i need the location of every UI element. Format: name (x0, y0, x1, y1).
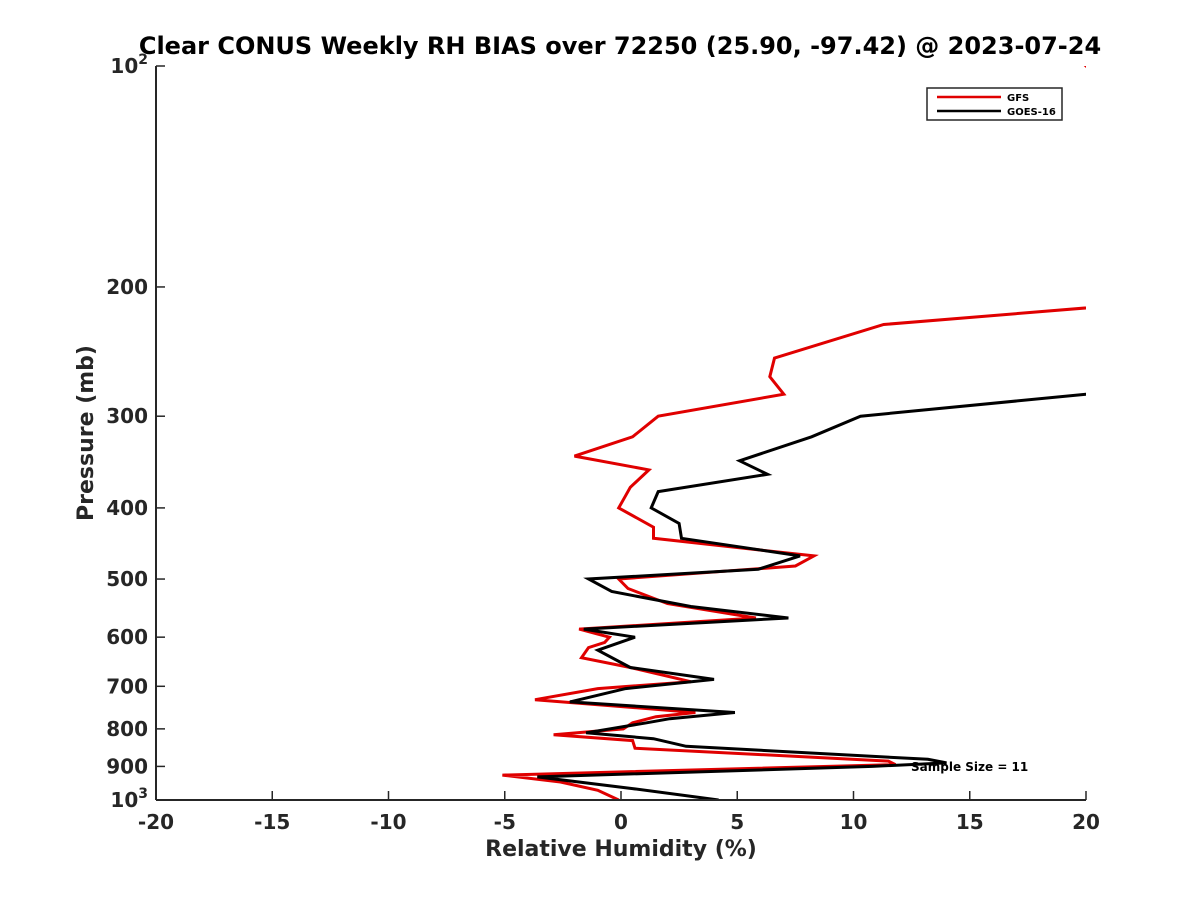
series-line-gfs (502, 66, 1086, 800)
series-line-goes-16 (537, 392, 1086, 800)
axes-layer: -20 -15 -10 -5 0 5 10 15 20 200 300 400 500 600 700 800… (106, 52, 1100, 834)
y-tick-label: 500 (106, 567, 148, 591)
x-tick-label: 10 (840, 810, 868, 834)
y-axis-label: Pressure (mb) (74, 345, 99, 521)
legend-box (926, 87, 1063, 121)
x-tick-label: 15 (956, 810, 984, 834)
y-tick-label: 400 (106, 496, 148, 520)
chart-title: Clear CONUS Weekly RH BIAS over 72250 (2… (139, 32, 1101, 60)
legend: GFS GOES-16 (926, 87, 1063, 121)
legend-label: GFS (1007, 93, 1029, 104)
x-tick-label: 5 (730, 810, 744, 834)
y-tick-label: 102 (110, 52, 148, 78)
sample-size-annotation: Sample Size = 11 (911, 760, 1028, 774)
legend-label: GOES-16 (1007, 107, 1056, 118)
x-tick-label: -10 (370, 810, 406, 834)
x-tick-label: -20 (138, 810, 174, 834)
x-axis-label: Relative Humidity (%) (485, 837, 757, 862)
x-tick-label: 0 (614, 810, 628, 834)
series-layer (502, 66, 1086, 800)
y-tick-label: 800 (106, 717, 148, 741)
y-tick-label: 300 (106, 404, 148, 428)
y-tick-label: 700 (106, 674, 148, 698)
y-tick-label: 900 (106, 754, 148, 778)
y-tick-label: 200 (106, 275, 148, 299)
y-tick-label: 103 (110, 786, 148, 812)
x-tick-label: -15 (254, 810, 290, 834)
y-tick-label: 600 (106, 625, 148, 649)
x-tick-label: 20 (1072, 810, 1100, 834)
x-tick-label: -5 (494, 810, 516, 834)
